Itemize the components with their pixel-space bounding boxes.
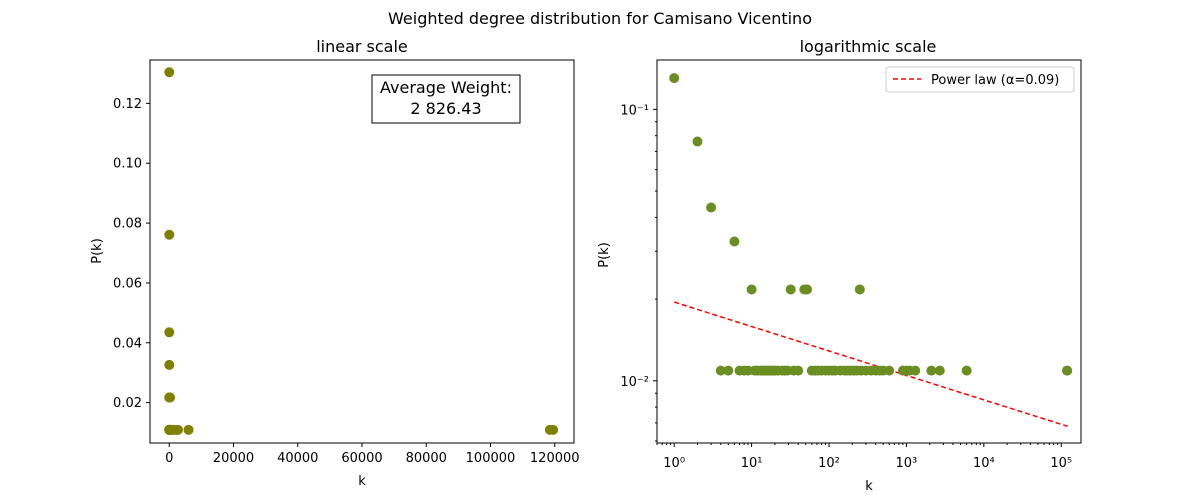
log-fit-group	[673, 301, 1068, 427]
legend-label: Power law (α=0.09)	[931, 73, 1059, 88]
annotation-line-2: 2 826.43	[410, 99, 481, 118]
linear-data-point	[164, 229, 175, 240]
linear-points	[164, 67, 559, 435]
log-data-point	[715, 365, 726, 376]
log-y-tick-label: 10⁻¹	[620, 103, 649, 118]
average-weight-annotation: Average Weight: 2 826.43	[371, 74, 521, 124]
linear-y-ticks: 0.02 0.04 0.06 0.08 0.10 0.12	[113, 97, 150, 411]
log-x-tick-label: 10⁰	[663, 456, 685, 471]
linear-x-tick-label: 120000	[530, 451, 580, 466]
linear-y-tick-label: 0.10	[113, 157, 142, 172]
log-data-point	[706, 202, 717, 213]
linear-x-tick-label: 20000	[213, 451, 254, 466]
log-data-point	[669, 73, 680, 84]
log-data-point	[884, 365, 895, 376]
log-data-point	[692, 136, 703, 147]
figure-suptitle: Weighted degree distribution for Camisan…	[388, 9, 812, 28]
linear-title: linear scale	[316, 37, 408, 56]
log-data-point	[793, 365, 804, 376]
log-data-point	[785, 284, 796, 295]
log-data-point	[802, 284, 813, 295]
log-xlabel: k	[865, 479, 873, 494]
log-y-ticks: 10⁻² 10⁻¹	[620, 103, 657, 442]
linear-data-point	[164, 359, 175, 370]
log-data-point	[1062, 365, 1073, 376]
linear-x-tick-label: 60000	[341, 451, 382, 466]
log-x-ticks: 10⁰ 10¹ 10² 10³ 10⁴ 10⁵	[656, 443, 1072, 471]
log-data-point	[910, 365, 921, 376]
linear-x-tick-label: 0	[165, 451, 173, 466]
log-x-tick-label: 10⁴	[973, 456, 995, 471]
log-y-tick-label: 10⁻²	[620, 375, 649, 390]
log-data-point	[934, 365, 945, 376]
log-x-tick-label: 10⁵	[1050, 456, 1072, 471]
linear-x-tick-label: 40000	[277, 451, 318, 466]
linear-data-point	[183, 424, 194, 435]
log-data-point	[746, 284, 757, 295]
annotation-line-1: Average Weight:	[380, 78, 512, 97]
log-legend: Power law (α=0.09)	[885, 66, 1075, 93]
linear-y-tick-label: 0.02	[113, 396, 142, 411]
linear-y-tick-label: 0.08	[113, 217, 142, 232]
chart-linear: linear scale 0 20000 40000 60000 80000 100000…	[90, 37, 580, 489]
log-title: logarithmic scale	[800, 37, 937, 56]
log-x-tick-label: 10³	[896, 456, 918, 471]
linear-data-point	[165, 392, 176, 403]
annotation-box	[371, 74, 521, 124]
power-law-fit-line	[673, 301, 1068, 427]
linear-x-tick-label: 100000	[466, 451, 516, 466]
linear-ylabel: P(k)	[90, 238, 105, 264]
linear-y-tick-label: 0.04	[113, 336, 142, 351]
linear-y-tick-label: 0.06	[113, 276, 142, 291]
linear-xlabel: k	[358, 474, 366, 489]
log-data-point	[729, 236, 740, 247]
log-data-point	[723, 365, 734, 376]
log-plot-frame	[656, 59, 1082, 444]
linear-data-point	[164, 327, 175, 338]
legend-box	[885, 66, 1075, 93]
log-data-point	[926, 365, 937, 376]
log-data-point	[961, 365, 972, 376]
linear-data-point	[548, 424, 559, 435]
log-x-tick-label: 10²	[818, 456, 840, 471]
log-x-tick-label: 10¹	[741, 456, 763, 471]
linear-data-point	[164, 67, 175, 78]
linear-data-point	[172, 424, 183, 435]
linear-x-tick-label: 80000	[406, 451, 447, 466]
linear-y-tick-label: 0.12	[113, 97, 142, 112]
chart-log: logarithmic scale 10⁰ 10¹ 10² 10³ 10⁴ 10⁵ 10⁻…	[597, 37, 1082, 494]
linear-x-ticks: 0 20000 40000 60000 80000 100000 120000	[165, 443, 580, 466]
log-points	[669, 73, 1073, 376]
log-data-point	[854, 284, 865, 295]
log-ylabel: P(k)	[597, 242, 612, 268]
